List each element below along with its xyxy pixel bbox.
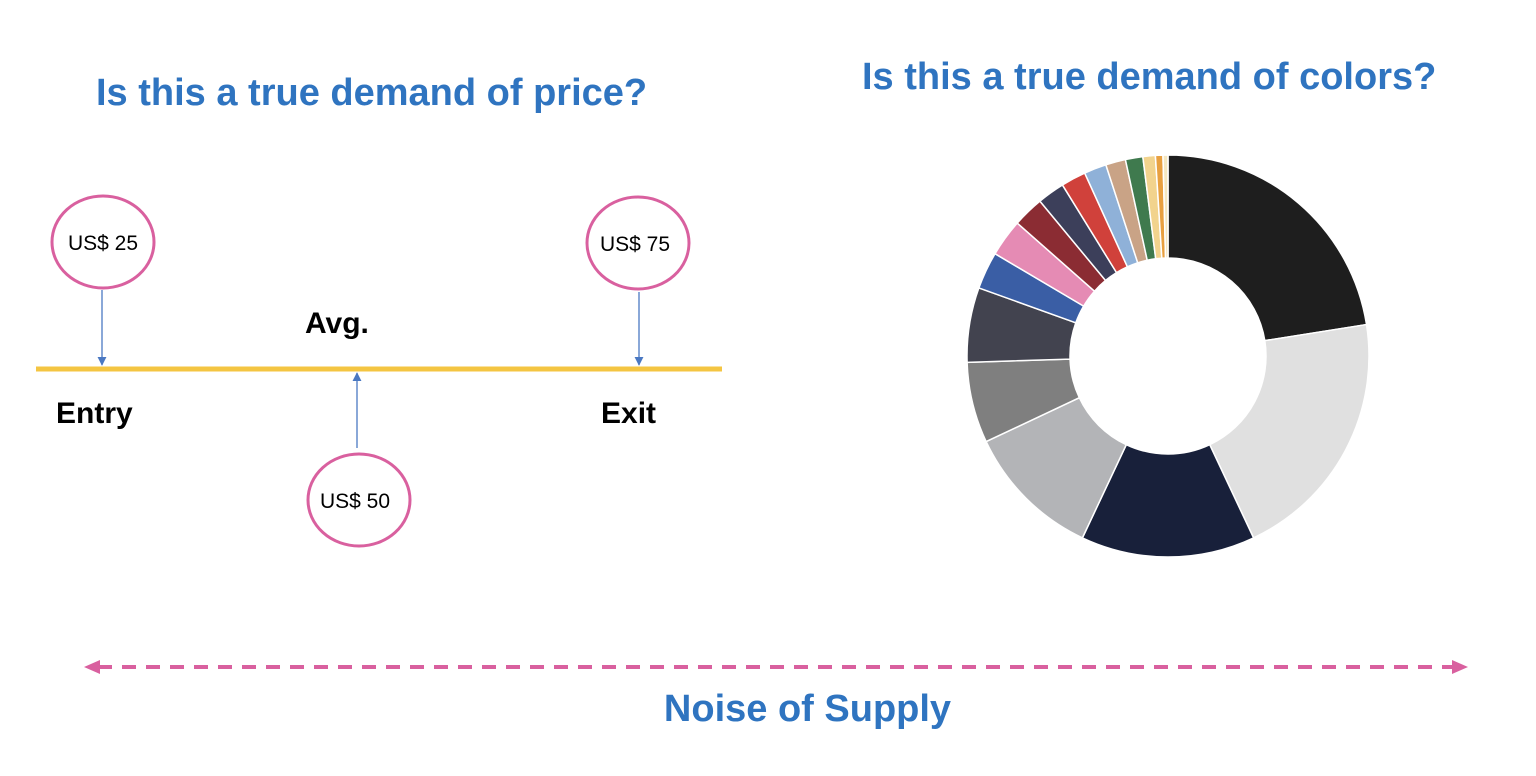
avg-price-circle [306, 452, 412, 548]
colors-question-title: Is this a true demand of colors? [862, 56, 1437, 98]
donut-slice-17 [1162, 154, 1169, 259]
entry-price: US$ 25 [68, 232, 138, 255]
supply-arrowhead-left [84, 660, 100, 674]
exit-label: Exit [601, 397, 656, 430]
exit-price: US$ 75 [600, 233, 670, 256]
entry-price-circle [50, 194, 156, 290]
donut-slice-1 [1167, 154, 1368, 342]
avg-label: Avg. [305, 307, 369, 340]
supply-arrowhead-right [1452, 660, 1468, 674]
exit-price-circle [585, 195, 691, 291]
entry-label: Entry [56, 397, 133, 430]
noise-of-supply-title: Noise of Supply [663, 688, 952, 730]
avg-price: US$ 50 [320, 490, 390, 513]
price-question-title: Is this a true demand of price? [96, 72, 648, 114]
donut-slices [966, 154, 1370, 558]
color-demand-donut-chart [966, 154, 1370, 558]
price-diagram: US$ 25 US$ 75 US$ 50 Avg. Entry Exit [36, 194, 722, 548]
donut-slice-2 [1208, 323, 1370, 539]
